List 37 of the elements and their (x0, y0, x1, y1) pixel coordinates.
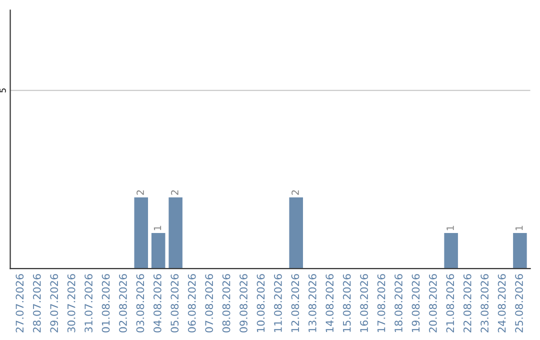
x-tick-label: 15.08.2026 (342, 274, 351, 332)
x-tick-label: 03.08.2026 (136, 274, 144, 332)
x-tick-label: 25.08.2026 (515, 274, 523, 332)
x-tick-label: 11.08.2026 (274, 274, 282, 332)
x-tick-label: 13.08.2026 (308, 274, 316, 332)
x-tick-label: 02.08.2026 (119, 274, 127, 332)
x-tick-label: 06.08.2026 (188, 274, 196, 332)
x-tick-label: 20.08.2026 (428, 274, 437, 332)
y-tick-label: 5 (0, 88, 6, 92)
x-tick-label: 04.08.2026 (153, 274, 162, 332)
data-label: 1 (446, 226, 454, 230)
x-tick-label: 28.07.2026 (32, 274, 41, 332)
data-label: 2 (292, 190, 299, 195)
x-tick-label: 21.08.2026 (446, 274, 454, 332)
x-tick-label: 05.08.2026 (170, 274, 179, 332)
x-tick-label: 09.08.2026 (240, 274, 248, 332)
data-label: 2 (136, 190, 144, 195)
x-tick-label: 23.08.2026 (480, 274, 489, 332)
x-tick-label: 16.08.2026 (360, 274, 368, 332)
x-tick-label: 22.08.2026 (463, 274, 472, 332)
x-tick-label: 18.08.2026 (394, 274, 402, 332)
x-tick-label: 31.07.2026 (84, 274, 92, 332)
x-tick-label: 14.08.2026 (326, 274, 334, 332)
x-tick-label: 30.07.2026 (67, 274, 76, 332)
x-tick-label: 12.08.2026 (291, 274, 300, 332)
x-tick-label: 07.08.2026 (205, 274, 214, 332)
data-label: 2 (171, 190, 178, 195)
data-label: 1 (516, 226, 523, 230)
x-tick-label: 19.08.2026 (412, 274, 420, 332)
x-tick-label: 17.08.2026 (377, 274, 386, 332)
x-tick-label: 29.07.2026 (50, 274, 58, 332)
x-tick-label: 24.08.2026 (498, 274, 506, 332)
data-label: 1 (154, 226, 162, 230)
x-tick-label: 08.08.2026 (222, 274, 230, 332)
x-tick-label: 10.08.2026 (256, 274, 265, 332)
x-tick-label: 27.07.2026 (16, 274, 24, 332)
x-tick-label: 01.08.2026 (102, 274, 110, 332)
